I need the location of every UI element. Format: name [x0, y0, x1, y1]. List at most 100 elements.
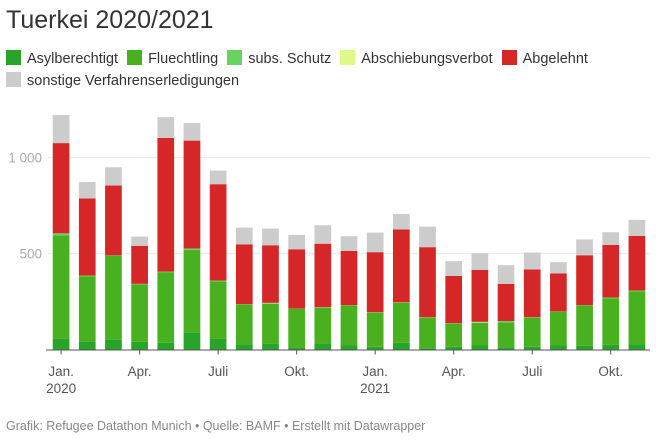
bar-segment-subs-schutz [471, 322, 489, 323]
bar-segment-fluechtling [550, 311, 567, 346]
bar-segment-asylberechtigt [445, 346, 463, 350]
bar-segment-fluechtling [445, 323, 463, 347]
bar-segment-fluechtling [497, 322, 515, 348]
legend-swatch [501, 50, 517, 65]
bar-segment-subs-schutz [52, 233, 70, 236]
bar-segment-fluechtling [105, 255, 122, 340]
bar-segment-subs-schutz [523, 317, 541, 319]
bar-segment-fluechtling [602, 298, 620, 345]
legend-swatch [227, 50, 243, 65]
bar-segment-abgelehnt [523, 269, 541, 318]
bar-segment-asylberechtigt [471, 345, 489, 350]
x-tick-label: Jan. [48, 364, 74, 379]
bar-segment-sonstige-verfahrenserledigungen [576, 239, 593, 256]
bar-segment-abgelehnt [131, 245, 148, 284]
bar-segment-asylberechtigt [497, 347, 515, 350]
bar-segment-sonstige-verfahrenserledigungen [497, 265, 515, 284]
bar-segment-fluechtling [183, 249, 201, 333]
bar-segment-fluechtling [52, 235, 70, 339]
bar-segment-abgelehnt [576, 255, 593, 306]
bar-segment-sonstige-verfahrenserledigungen [157, 117, 175, 138]
bar-segment-abgelehnt [497, 283, 515, 322]
y-tick-label: 500 [19, 247, 42, 262]
bar-segment-asylberechtigt [209, 338, 227, 350]
bar-segment-asylberechtigt [78, 341, 96, 350]
x-tick-label: Juli [522, 364, 542, 379]
x-tick-year: 2021 [360, 381, 390, 396]
bar-segment-asylberechtigt [52, 338, 70, 350]
bar-segment-asylberechtigt [366, 346, 384, 350]
bar-segment-subs-schutz [209, 280, 227, 282]
bar-segment-abgelehnt [262, 245, 279, 303]
legend-item: Asylberechtigt [6, 48, 118, 70]
bar-segment-asylberechtigt [340, 345, 358, 350]
bar-segment-sonstige-verfahrenserledigungen [628, 219, 646, 236]
bar-segment-abgelehnt [419, 247, 436, 318]
bar-segment-abgelehnt [183, 140, 201, 249]
bar-segment-fluechtling [314, 307, 332, 344]
legend-label: Abgelehnt [522, 51, 588, 67]
bar-segment-abgelehnt [392, 229, 410, 303]
bar-segment-asylberechtigt [288, 347, 306, 350]
bar-segment-sonstige-verfahrenserledigungen [78, 182, 96, 199]
bar-segment-asylberechtigt [131, 341, 148, 350]
bar-segment-fluechtling [628, 291, 646, 345]
bar-segment-asylberechtigt [392, 342, 410, 350]
x-tick-label: Jan. [362, 364, 388, 379]
bar-segment-sonstige-verfahrenserledigungen [366, 232, 384, 253]
legend-item: Fluechtling [127, 48, 218, 70]
bar-segment-fluechtling [523, 318, 541, 347]
bar-segment-fluechtling [157, 272, 175, 343]
legend-swatch [6, 50, 21, 65]
bar-segment-abgelehnt [550, 273, 567, 312]
bar-segment-sonstige-verfahrenserledigungen [131, 236, 148, 246]
bar-segment-asylberechtigt [523, 346, 541, 350]
bar-segment-asylberechtigt [105, 339, 122, 350]
bar-segment-asylberechtigt [419, 348, 436, 350]
bar-segment-fluechtling [131, 284, 148, 342]
bar-segment-sonstige-verfahrenserledigungen [183, 123, 201, 141]
chart-footer: Grafik: Refugee Datathon Munich • Quelle… [6, 419, 426, 433]
bar-segment-asylberechtigt [550, 345, 567, 350]
bar-segment-abgelehnt [366, 252, 384, 313]
bar-segment-abgelehnt [235, 244, 253, 305]
bar-segment-subs-schutz [497, 321, 515, 323]
legend-item: Abgelehnt [501, 48, 588, 70]
bar-segment-fluechtling [288, 308, 306, 348]
bar-segment-fluechtling [340, 305, 358, 346]
bar-segment-abgelehnt [628, 235, 646, 291]
bar-segment-abgelehnt [314, 243, 332, 308]
bar-segment-fluechtling [392, 302, 410, 343]
legend-swatch [340, 50, 356, 65]
legend-item: sonstige Verfahrenserledigungen [6, 70, 239, 92]
bar-segment-fluechtling [209, 281, 227, 339]
bar-segment-sonstige-verfahrenserledigungen [419, 226, 436, 248]
bar-segment-abgelehnt [288, 249, 306, 309]
bar-segment-fluechtling [366, 312, 384, 347]
bar-segment-fluechtling [235, 304, 253, 345]
bar-segment-subs-schutz [78, 275, 96, 277]
legend-label: Fluechtling [148, 51, 219, 67]
bar-segment-abgelehnt [340, 250, 358, 306]
x-tick-label: Juli [208, 364, 228, 379]
bar-segment-asylberechtigt [235, 344, 253, 350]
bar-segment-fluechtling [262, 303, 279, 344]
bar-segment-asylberechtigt [576, 345, 593, 350]
x-tick-label: Okt. [598, 364, 623, 379]
bar-segment-sonstige-verfahrenserledigungen [602, 232, 620, 245]
legend-label: sonstige Verfahrenserledigungen [27, 73, 240, 89]
bar-segment-abgelehnt [78, 198, 96, 276]
legend-label: subs. Schutz [248, 51, 332, 67]
bar-segment-subs-schutz [157, 271, 175, 273]
legend-item: Abschiebungsverbot [340, 48, 493, 70]
bar-segment-asylberechtigt [628, 344, 646, 350]
bar-segment-sonstige-verfahrenserledigungen [105, 167, 122, 186]
bar-segment-sonstige-verfahrenserledigungen [392, 213, 410, 230]
bar-segment-sonstige-verfahrenserledigungen [52, 115, 70, 144]
bar-segment-sonstige-verfahrenserledigungen [288, 234, 306, 250]
bar-segment-abgelehnt [105, 185, 122, 256]
bar-segment-sonstige-verfahrenserledigungen [262, 228, 279, 246]
bar-segment-fluechtling [78, 276, 96, 342]
